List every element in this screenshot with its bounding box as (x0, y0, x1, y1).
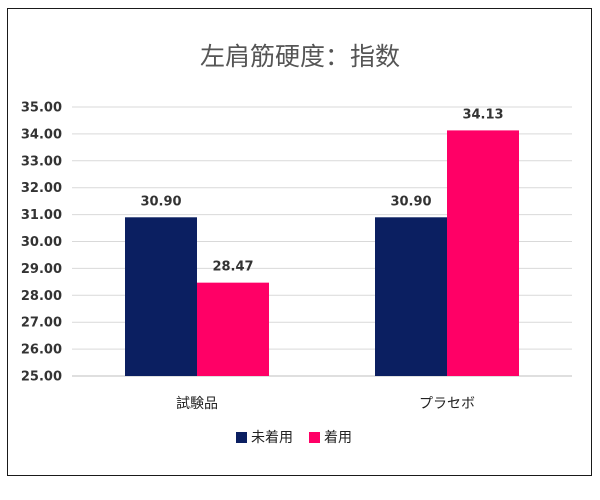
y-tick-label: 32.00 (21, 181, 62, 196)
bar-未着用-試験品 (125, 217, 197, 376)
chart-title: 左肩筋硬度：指数 (200, 42, 400, 71)
legend-label: 着用 (324, 430, 352, 446)
legend-swatch (309, 432, 320, 443)
bar-着用-プラセボ (447, 130, 519, 376)
legend: 未着用 着用 (236, 430, 352, 446)
category-label: プラセボ (419, 396, 475, 412)
y-tick-label: 27.00 (21, 316, 62, 331)
y-tick-label: 28.00 (21, 289, 62, 304)
data-label: 34.13 (462, 107, 503, 122)
y-tick-label: 33.00 (21, 154, 62, 169)
y-tick-label: 34.00 (21, 127, 62, 142)
y-tick-label: 31.00 (21, 208, 62, 223)
x-axis-categories: 試験品 プラセボ (176, 396, 475, 412)
y-tick-label: 30.00 (21, 235, 62, 250)
bar-着用-試験品 (197, 282, 269, 376)
data-label: 30.90 (390, 194, 431, 209)
data-label: 28.47 (212, 260, 253, 275)
data-label: 30.90 (140, 194, 181, 209)
bar-未着用-プラセボ (375, 217, 447, 376)
y-axis-ticks: 25.00 26.00 27.00 28.00 29.00 30.00 31.00 32.00… (21, 101, 62, 385)
y-tick-label: 25.00 (21, 370, 62, 385)
data-labels: 30.90 28.47 30.90 34.13 (140, 107, 503, 274)
category-label: 試験品 (176, 396, 218, 412)
bars (125, 130, 519, 376)
y-tick-label: 29.00 (21, 262, 62, 277)
legend-swatch (236, 432, 247, 443)
legend-label: 未着用 (251, 430, 293, 446)
y-tick-label: 35.00 (21, 101, 62, 116)
y-tick-label: 26.00 (21, 343, 62, 358)
